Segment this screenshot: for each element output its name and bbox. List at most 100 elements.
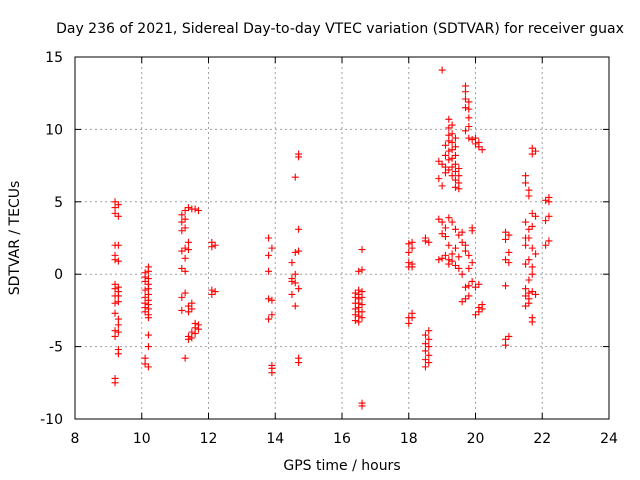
data-point: [522, 285, 530, 293]
data-point: [451, 160, 459, 168]
data-point: [505, 332, 513, 340]
x-tick-label: 24: [600, 431, 618, 447]
data-point: [502, 282, 510, 290]
data-point: [268, 311, 276, 319]
data-point: [268, 296, 276, 304]
data-point: [141, 354, 149, 362]
data-point: [111, 327, 119, 335]
data-point: [461, 82, 469, 90]
data-point: [184, 238, 192, 246]
x-tick-label: 22: [533, 431, 551, 447]
data-point: [421, 331, 429, 339]
data-point: [528, 144, 536, 152]
x-tick-label: 18: [400, 431, 418, 447]
data-point: [141, 293, 149, 301]
data-point: [472, 134, 479, 142]
data-point: [528, 314, 536, 322]
data-point: [288, 275, 296, 283]
data-point: [542, 217, 550, 225]
data-point: [208, 286, 216, 294]
data-point: [194, 321, 202, 329]
data-point: [465, 123, 473, 131]
data-point: [528, 222, 536, 230]
data-point: [421, 356, 429, 364]
data-point: [465, 114, 473, 122]
data-point: [114, 212, 122, 220]
data-point: [194, 206, 202, 214]
data-point: [178, 227, 186, 235]
data-point: [265, 267, 273, 275]
data-point: [528, 270, 536, 278]
data-point: [502, 335, 510, 343]
data-point: [181, 244, 189, 252]
data-point: [465, 134, 473, 142]
data-point: [295, 285, 303, 293]
data-point: [184, 204, 192, 212]
data-point: [114, 201, 122, 209]
data-point: [461, 241, 469, 249]
data-point: [291, 270, 299, 278]
data-point: [425, 335, 433, 343]
data-point: [438, 254, 446, 262]
data-point: [458, 228, 466, 236]
data-point: [111, 198, 119, 206]
plot-frame: [74, 56, 610, 420]
data-point: [184, 302, 192, 310]
data-point: [522, 260, 530, 268]
data-point: [291, 279, 299, 287]
data-point: [421, 234, 429, 242]
data-point: [468, 277, 476, 285]
data-point: [178, 306, 186, 314]
data-point: [445, 156, 453, 164]
data-point: [438, 230, 446, 238]
data-point: [441, 251, 449, 259]
data-point: [458, 298, 466, 306]
y-tick-label: 15: [45, 50, 63, 66]
data-point: [461, 295, 469, 303]
data-point: [265, 234, 273, 242]
data-point: [465, 292, 473, 300]
data-point: [181, 267, 189, 275]
data-point: [191, 205, 199, 213]
data-point: [445, 147, 453, 155]
data-point: [448, 172, 456, 180]
data-point: [502, 256, 510, 264]
chart-title: Day 236 of 2021, Sidereal Day-to-day VTE…: [56, 21, 624, 37]
data-point: [295, 225, 303, 233]
data-point: [268, 244, 276, 252]
data-point: [545, 237, 553, 245]
data-point: [265, 315, 273, 323]
data-point: [144, 275, 152, 283]
data-point: [438, 66, 446, 74]
data-point: [465, 251, 473, 259]
data-point: [458, 270, 466, 278]
data-point: [451, 151, 459, 159]
data-point: [522, 292, 530, 300]
x-tick-label: 16: [333, 431, 351, 447]
data-point: [295, 150, 303, 158]
data-point: [265, 251, 273, 259]
data-point: [291, 173, 299, 181]
data-point: [408, 260, 416, 268]
data-point: [441, 233, 449, 241]
data-point: [178, 218, 186, 226]
data-point: [465, 264, 473, 272]
data-point: [114, 257, 122, 265]
x-tick-label: 14: [266, 431, 284, 447]
data-point: [438, 160, 446, 168]
data-point: [351, 289, 359, 297]
data-point: [475, 304, 483, 312]
data-point: [441, 224, 449, 232]
data-point: [542, 241, 550, 249]
data-point: [184, 332, 192, 340]
data-point: [478, 301, 486, 309]
data-point: [435, 175, 443, 183]
data-point: [465, 105, 473, 113]
data-point: [111, 374, 119, 382]
data-point: [445, 131, 453, 139]
data-point: [532, 147, 540, 155]
data-point: [525, 234, 533, 242]
data-point: [445, 166, 453, 174]
data-point: [291, 302, 299, 310]
